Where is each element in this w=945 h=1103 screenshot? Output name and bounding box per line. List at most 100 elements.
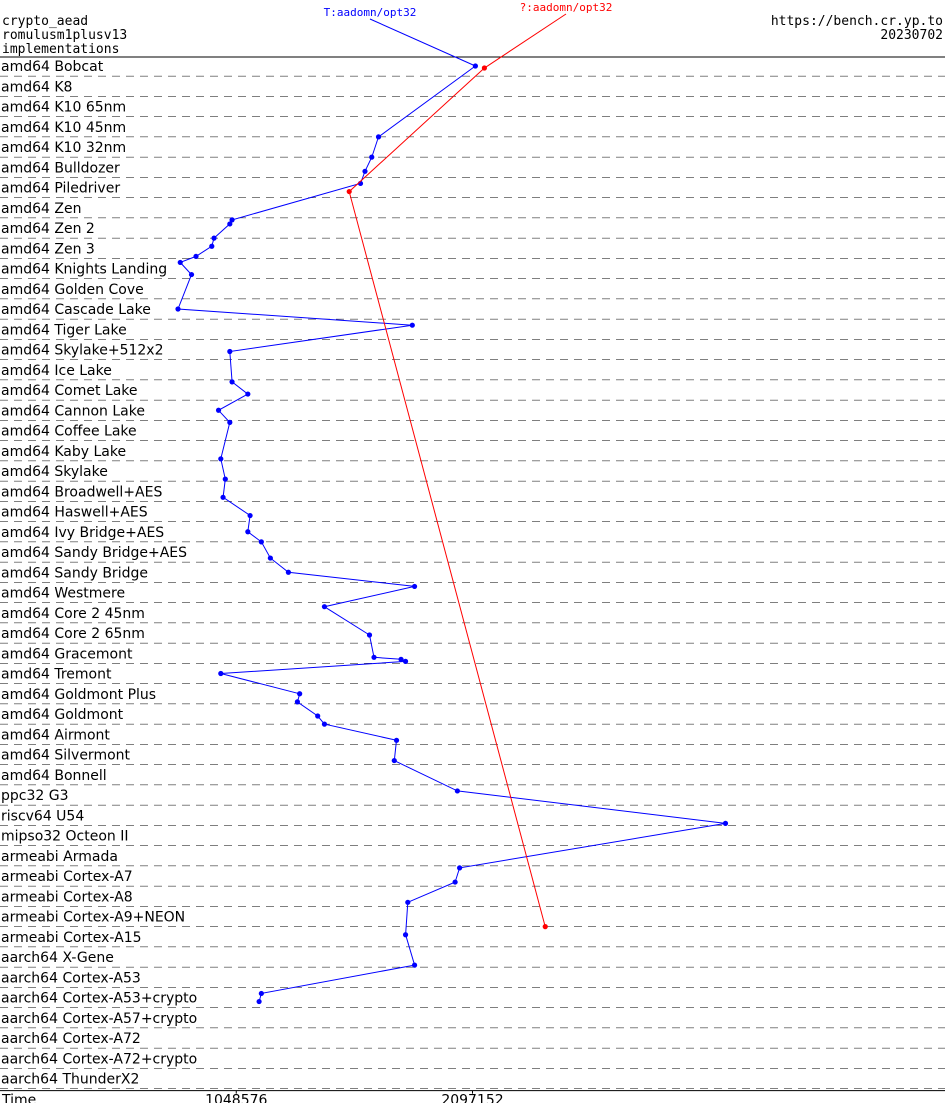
data-point: [297, 691, 303, 697]
row-label: amd64 Zen: [1, 201, 81, 217]
data-point: [245, 391, 251, 397]
row-label: amd64 Gracemont: [1, 646, 133, 662]
data-point: [220, 494, 226, 500]
row-label: amd64 Piledriver: [1, 181, 120, 197]
row-label: amd64 Skylake+512x2: [1, 343, 163, 359]
x-tick-label: 2097152: [441, 1093, 503, 1103]
data-point: [256, 998, 262, 1005]
data-point: [218, 670, 224, 677]
data-point: [258, 990, 264, 997]
x-tick-label: 1048576: [205, 1093, 267, 1103]
data-point: [362, 168, 368, 174]
data-point: [294, 699, 301, 705]
data-point: [222, 476, 228, 482]
data-point: [218, 456, 224, 462]
row-label: amd64 Cannon Lake: [1, 403, 145, 419]
data-point: [188, 271, 195, 278]
row-label: aarch64 X-Gene: [1, 950, 114, 966]
row-label: amd64 Skylake: [1, 464, 108, 480]
row-label: amd64 Zen 2: [1, 221, 95, 237]
data-point: [227, 348, 233, 355]
data-point: [369, 154, 375, 160]
series-line-0: [177, 65, 726, 1002]
row-label: amd64 Goldmont Plus: [1, 687, 156, 703]
data-point: [321, 604, 328, 610]
data-point: [371, 654, 377, 660]
row-label: amd64 Broadwell+AES: [1, 484, 162, 500]
row-label: amd64 Zen 3: [1, 241, 95, 257]
row-label: amd64 Goldmont: [1, 707, 124, 723]
data-point: [215, 407, 222, 413]
data-point: [346, 188, 352, 195]
row-label: amd64 Tremont: [1, 667, 112, 683]
data-point: [245, 529, 251, 535]
series-leader-1: [484, 13, 567, 69]
row-label: ppc32 G3: [1, 788, 69, 804]
row-label: armeabi Cortex-A8: [1, 889, 133, 905]
row-label: amd64 Bulldozer: [1, 160, 120, 176]
row-label: aarch64 Cortex-A53: [1, 970, 141, 986]
row-label: amd64 Core 2 45nm: [1, 606, 145, 622]
row-label: armeabi Cortex-A7: [1, 869, 133, 885]
data-point: [247, 512, 253, 519]
data-point: [402, 658, 409, 664]
row-label: amd64 Sandy Bridge: [1, 565, 148, 581]
data-point: [227, 221, 233, 227]
data-point: [366, 632, 373, 638]
series-leader-0: [369, 18, 476, 67]
row-label: amd64 Bonnell: [1, 768, 107, 784]
row-label: amd64 Silvermont: [1, 748, 131, 764]
row-label: amd64 Haswell+AES: [1, 505, 148, 521]
header-url: https://bench.cr.yp.to: [770, 14, 943, 29]
header-date: 20230702: [880, 28, 943, 43]
data-point: [398, 656, 404, 662]
data-point: [229, 379, 235, 385]
row-label: riscv64 U54: [1, 808, 84, 824]
row-label: amd64 Comet Lake: [1, 383, 138, 399]
data-point: [315, 713, 321, 719]
data-point: [411, 583, 418, 590]
data-point: [193, 253, 199, 259]
row-label: amd64 Westmere: [1, 586, 125, 602]
row-label: aarch64 ThunderX2: [1, 1072, 139, 1088]
row-label: aarch64 Cortex-A72: [1, 1031, 141, 1047]
data-point: [211, 235, 217, 241]
row-label: amd64 Sandy Bridge+AES: [1, 545, 187, 561]
row-label: aarch64 Cortex-A72+crypto: [1, 1051, 197, 1067]
row-label: amd64 K8: [1, 79, 72, 95]
data-point: [375, 134, 382, 140]
row-label: amd64 Core 2 65nm: [1, 626, 145, 642]
row-label: amd64 Golden Cove: [1, 282, 144, 298]
row-label: amd64 K10 32nm: [1, 140, 126, 156]
data-point: [411, 962, 418, 968]
data-point: [258, 539, 264, 545]
row-label: amd64 Tiger Lake: [1, 322, 127, 338]
data-point: [209, 243, 215, 249]
row-label: armeabi Cortex-A15: [1, 930, 142, 946]
data-point: [402, 932, 409, 938]
row-label: amd64 Ice Lake: [1, 363, 112, 379]
data-point: [229, 217, 235, 223]
row-label: amd64 K10 65nm: [1, 100, 126, 116]
data-point: [267, 555, 273, 561]
row-label: mipso32 Octeon II: [1, 829, 129, 845]
data-point: [227, 419, 233, 425]
row-label: amd64 Knights Landing: [1, 262, 167, 278]
data-point: [542, 924, 548, 930]
data-point: [454, 788, 460, 794]
header-line-1: crypto_aead: [2, 14, 89, 29]
data-point: [409, 322, 415, 328]
series-label: ?:aadomn/opt32: [520, 1, 613, 14]
row-label: amd64 Ivy Bridge+AES: [1, 525, 164, 541]
row-label: aarch64 Cortex-A57+crypto: [1, 1011, 197, 1027]
data-point: [391, 757, 397, 764]
header-line-2: romulusm1plusv13: [2, 28, 128, 43]
row-label: amd64 Coffee Lake: [1, 424, 137, 440]
data-point: [405, 899, 411, 905]
x-axis-label: Time: [1, 1093, 36, 1103]
row-label: aarch64 Cortex-A53+crypto: [1, 991, 197, 1007]
data-point: [177, 259, 183, 266]
row-label: armeabi Cortex-A9+NEON: [1, 910, 185, 926]
row-label: amd64 Cascade Lake: [1, 302, 151, 318]
